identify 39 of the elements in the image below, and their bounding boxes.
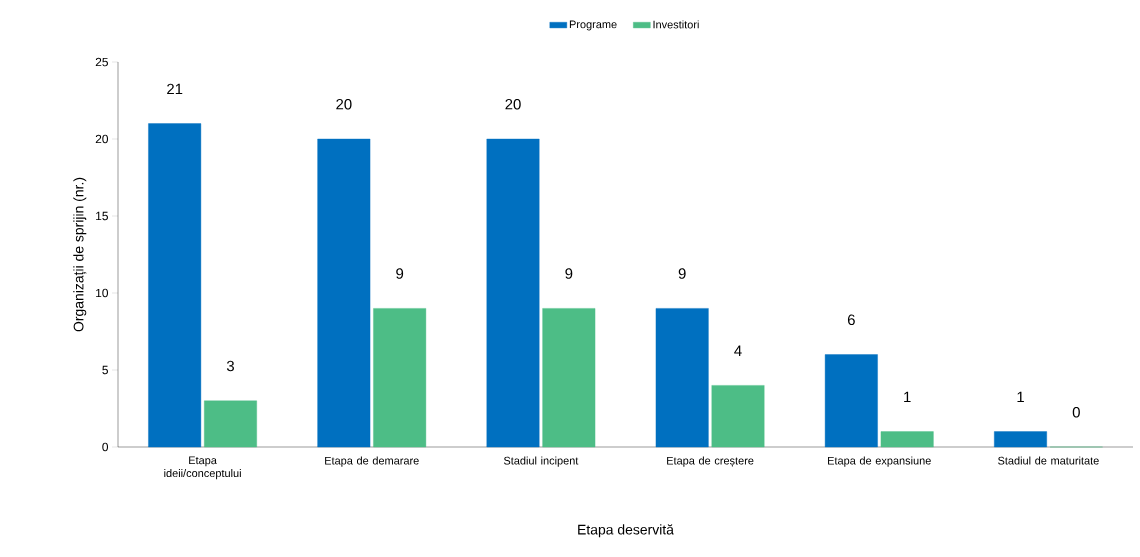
data-label: 1 [904, 391, 911, 403]
data-label: 21 [167, 83, 183, 95]
data-label: 9 [565, 268, 573, 279]
y-tick-label: 5 [102, 365, 108, 375]
data-label: 6 [847, 314, 855, 326]
x-axis-title: Etapa deservită [578, 524, 674, 538]
y-tick-label: 25 [95, 57, 108, 67]
y-tick-label: 15 [96, 211, 108, 221]
data-label: 0 [1072, 406, 1080, 418]
x-tick-label: Etapa ideii/conceptului [164, 456, 241, 480]
bar [373, 308, 427, 448]
legend-label: Programe [569, 20, 617, 31]
bar [655, 308, 709, 448]
bar [880, 431, 934, 448]
legend-label: Investitori [653, 20, 699, 29]
x-tick-label: Etapa de creștere [667, 456, 754, 467]
data-label: 9 [396, 268, 404, 279]
y-tick-label: 10 [96, 288, 109, 298]
x-tick-label: Stadiul incipent [503, 456, 579, 467]
bar [204, 400, 257, 448]
bar [994, 431, 1047, 448]
y-tick-label: 0 [102, 442, 109, 452]
x-tick-label: Stadiul de maturitate [998, 456, 1099, 465]
data-label: 3 [226, 360, 234, 372]
bar [824, 354, 878, 448]
bar [317, 138, 371, 448]
y-axis-title: Organizații de sprijin (nr.) [73, 177, 87, 332]
x-tick-label: Etapa de expansiune [828, 456, 931, 467]
bar [542, 308, 596, 448]
data-label: 4 [734, 345, 742, 356]
y-tick-label: 20 [95, 134, 109, 144]
data-label: 1 [1017, 391, 1024, 403]
bar [148, 123, 202, 448]
bar [711, 385, 765, 448]
data-label: 20 [505, 98, 521, 110]
bar [486, 138, 540, 448]
x-tick-label: Etapa de demarare [325, 456, 419, 467]
data-label: 20 [336, 98, 352, 110]
data-label: 9 [678, 268, 686, 279]
